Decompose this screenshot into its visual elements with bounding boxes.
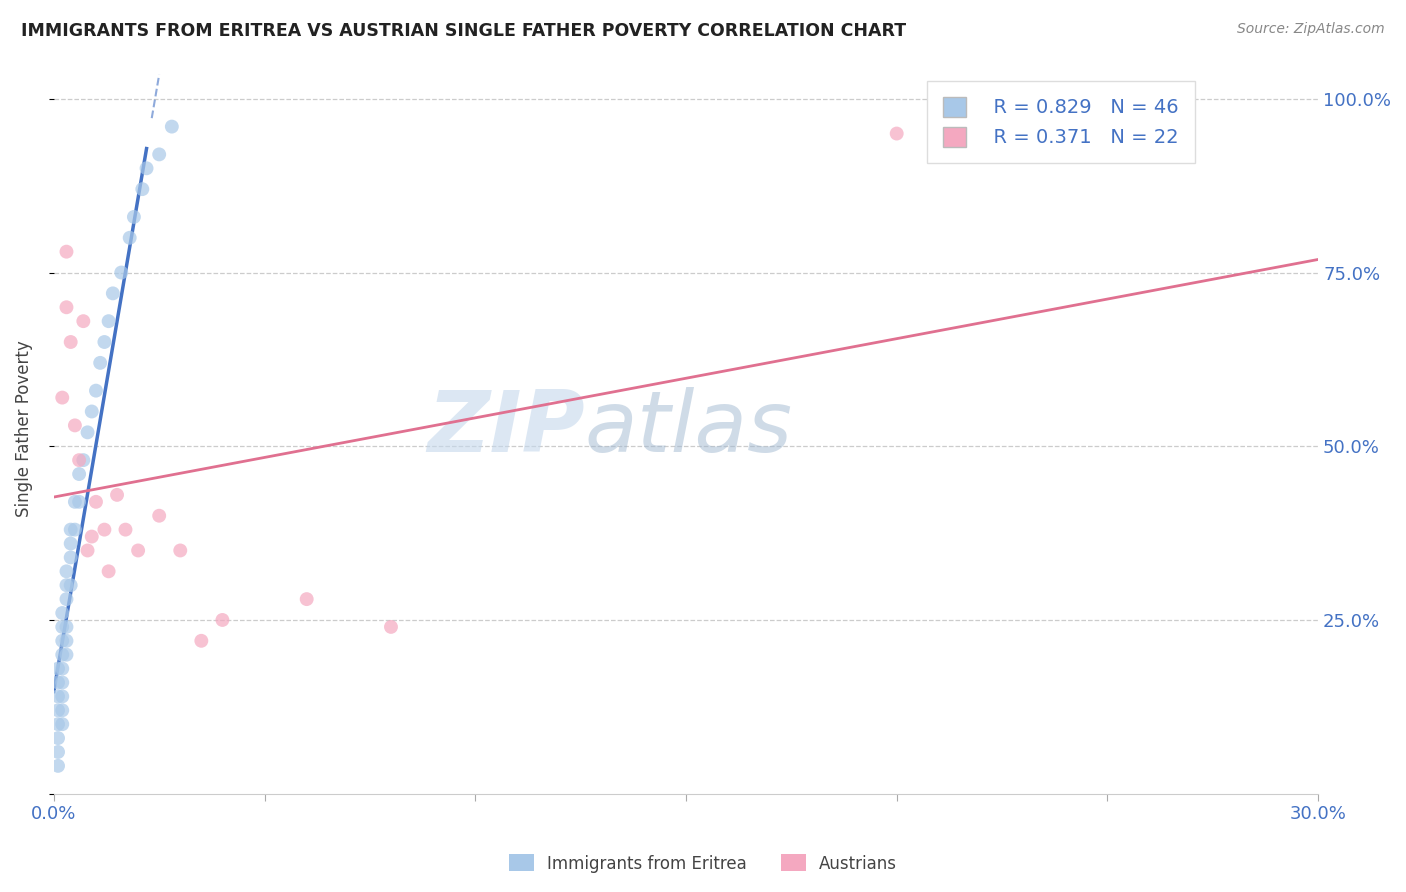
Point [63, 418, 86, 433]
Point [127, 543, 149, 558]
Point [211, 613, 233, 627]
Point [55, 592, 77, 607]
Point [148, 508, 170, 523]
Point [76, 543, 98, 558]
Point [55, 620, 77, 634]
Point [886, 127, 908, 141]
Point [46, 690, 69, 704]
Point [67, 453, 90, 467]
Point [80, 530, 103, 544]
Point [63, 523, 86, 537]
Point [110, 266, 132, 280]
Point [72, 314, 94, 328]
Point [93, 523, 115, 537]
Point [105, 488, 128, 502]
Text: atlas: atlas [585, 387, 793, 470]
Point [67, 495, 90, 509]
Point [51, 620, 73, 634]
Point [76, 425, 98, 440]
Point [55, 633, 77, 648]
Point [51, 391, 73, 405]
Point [135, 161, 157, 176]
Point [59, 550, 82, 565]
Legend:   R = 0.829   N = 46,   R = 0.371   N = 22: R = 0.829 N = 46, R = 0.371 N = 22 [927, 81, 1195, 163]
Point [131, 182, 153, 196]
Point [51, 717, 73, 731]
Point [51, 690, 73, 704]
Point [51, 675, 73, 690]
Point [55, 244, 77, 259]
Text: ZIP: ZIP [427, 387, 585, 470]
Point [46, 662, 69, 676]
Point [160, 120, 183, 134]
Point [148, 147, 170, 161]
Point [55, 578, 77, 592]
Point [97, 314, 120, 328]
Point [46, 745, 69, 759]
Point [59, 578, 82, 592]
Text: Source: ZipAtlas.com: Source: ZipAtlas.com [1237, 22, 1385, 37]
Point [51, 703, 73, 717]
Point [55, 300, 77, 314]
Point [51, 633, 73, 648]
Point [169, 543, 191, 558]
Point [72, 453, 94, 467]
Point [295, 592, 318, 607]
Point [51, 648, 73, 662]
Point [59, 536, 82, 550]
Point [46, 717, 69, 731]
Y-axis label: Single Father Poverty: Single Father Poverty [15, 341, 32, 517]
Point [55, 648, 77, 662]
Point [118, 231, 141, 245]
Point [114, 523, 136, 537]
Point [55, 564, 77, 578]
Point [89, 356, 111, 370]
Point [122, 210, 145, 224]
Point [380, 620, 402, 634]
Point [46, 731, 69, 745]
Point [84, 384, 107, 398]
Legend: Immigrants from Eritrea, Austrians: Immigrants from Eritrea, Austrians [502, 847, 904, 880]
Text: IMMIGRANTS FROM ERITREA VS AUSTRIAN SINGLE FATHER POVERTY CORRELATION CHART: IMMIGRANTS FROM ERITREA VS AUSTRIAN SING… [21, 22, 907, 40]
Point [59, 523, 82, 537]
Point [46, 703, 69, 717]
Point [63, 495, 86, 509]
Point [46, 675, 69, 690]
Point [46, 759, 69, 773]
Point [59, 334, 82, 349]
Point [67, 467, 90, 481]
Point [97, 564, 120, 578]
Point [80, 404, 103, 418]
Point [93, 334, 115, 349]
Point [101, 286, 124, 301]
Point [51, 606, 73, 620]
Point [51, 662, 73, 676]
Point [190, 633, 212, 648]
Point [84, 495, 107, 509]
